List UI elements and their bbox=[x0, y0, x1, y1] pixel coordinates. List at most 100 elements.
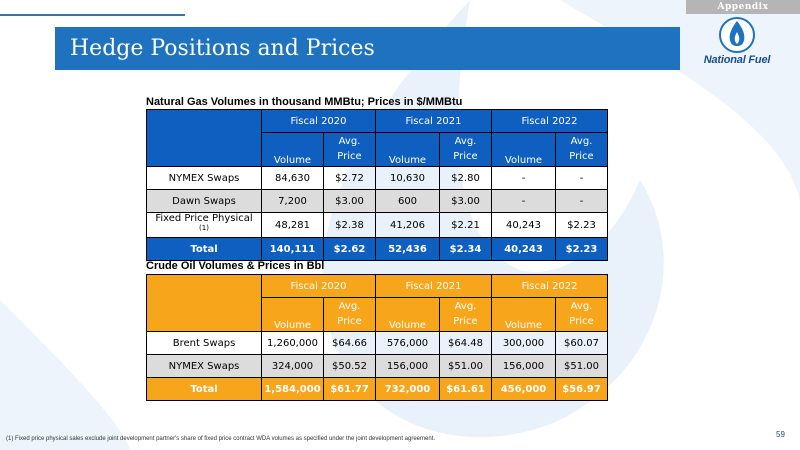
table-cell: $2.80 bbox=[439, 166, 492, 190]
oil-year-header: Fiscal 2020 bbox=[261, 274, 376, 298]
table-cell: $2.23 bbox=[555, 237, 608, 262]
table-cell: 576,000 bbox=[375, 331, 440, 355]
oil-price-header: Avg. Price bbox=[555, 297, 608, 332]
row-label: NYMEX Swaps bbox=[146, 354, 262, 378]
table-cell: - bbox=[491, 166, 556, 190]
page-title: Hedge Positions and Prices bbox=[70, 36, 375, 61]
table-cell: - bbox=[555, 189, 608, 213]
page-number: 59 bbox=[776, 430, 785, 439]
oil-volume-header: Volume bbox=[491, 297, 556, 332]
price-label: Price bbox=[337, 151, 362, 162]
price-label: Price bbox=[569, 151, 594, 162]
price-label: Price bbox=[569, 316, 594, 327]
footnote: (1) Fixed price physical sales exclude j… bbox=[6, 436, 436, 442]
footnote-marker: (1) bbox=[199, 224, 209, 232]
table-row: Dawn Swaps 7,200 $3.00 600 $3.00 - - bbox=[146, 189, 608, 213]
table-cell: $2.23 bbox=[555, 211, 608, 239]
gas-table-title: Natural Gas Volumes in thousand MMBtu; P… bbox=[146, 96, 463, 108]
price-label: Price bbox=[453, 316, 478, 327]
gas-price-header: Avg. Price bbox=[323, 132, 376, 167]
gas-year-header: Fiscal 2022 bbox=[491, 109, 608, 133]
gas-price-header: Avg. Price bbox=[555, 132, 608, 167]
gas-year-header: Fiscal 2020 bbox=[261, 109, 376, 133]
total-row: Total 140,111 $2.62 52,436 $2.34 40,243 … bbox=[146, 237, 608, 262]
table-row: NYMEX Swaps 84,630 $2.72 10,630 $2.80 - … bbox=[146, 166, 608, 190]
table-cell: 40,243 bbox=[491, 211, 556, 239]
table-cell: 732,000 bbox=[375, 377, 440, 401]
table-cell: $61.61 bbox=[439, 377, 492, 401]
gas-year-header: Fiscal 2021 bbox=[375, 109, 492, 133]
row-label: Dawn Swaps bbox=[146, 189, 262, 213]
appendix-tab: Appendix bbox=[686, 0, 800, 14]
oil-hedge-table: Fiscal 2020 Fiscal 2021 Fiscal 2022 Volu… bbox=[146, 274, 608, 401]
table-cell: $50.52 bbox=[323, 354, 376, 378]
table-cell: $2.21 bbox=[439, 211, 492, 239]
table-cell: $3.00 bbox=[439, 189, 492, 213]
oil-year-header: Fiscal 2022 bbox=[491, 274, 608, 298]
gas-year-header-row: Fiscal 2020 Fiscal 2021 Fiscal 2022 bbox=[146, 109, 608, 167]
table-cell: $3.00 bbox=[323, 189, 376, 213]
table-cell: 41,206 bbox=[375, 211, 440, 239]
table-cell: - bbox=[555, 166, 608, 190]
oil-price-header: Avg. Price bbox=[439, 297, 492, 332]
gas-volume-header: Volume bbox=[261, 132, 324, 167]
row-label: NYMEX Swaps bbox=[146, 166, 262, 190]
oil-year-header: Fiscal 2021 bbox=[375, 274, 492, 298]
table-cell: 84,630 bbox=[261, 166, 324, 190]
table-cell: $51.00 bbox=[555, 354, 608, 378]
oil-volume-header: Volume bbox=[261, 297, 324, 332]
table-cell: 1,260,000 bbox=[261, 331, 324, 355]
table-cell: 7,200 bbox=[261, 189, 324, 213]
table-cell: - bbox=[491, 189, 556, 213]
table-cell: 140,111 bbox=[261, 237, 324, 262]
table-cell: 156,000 bbox=[375, 354, 440, 378]
logo-text: National Fuel bbox=[703, 54, 771, 66]
oil-year-header-row: Fiscal 2020 Fiscal 2021 Fiscal 2022 bbox=[146, 274, 608, 332]
gas-hedge-table: Fiscal 2020 Fiscal 2021 Fiscal 2022 Volu… bbox=[146, 109, 608, 262]
flame-icon bbox=[719, 17, 755, 53]
table-cell: $2.72 bbox=[323, 166, 376, 190]
table-cell: $56.97 bbox=[555, 377, 608, 401]
top-accent-line bbox=[0, 14, 185, 16]
table-cell: $51.00 bbox=[439, 354, 492, 378]
row-label: Brent Swaps bbox=[146, 331, 262, 355]
table-cell: $2.62 bbox=[323, 237, 376, 262]
table-cell: $61.77 bbox=[323, 377, 376, 401]
table-cell: 156,000 bbox=[491, 354, 556, 378]
avg-label: Avg. bbox=[570, 301, 593, 312]
avg-label: Avg. bbox=[454, 301, 477, 312]
oil-volume-header: Volume bbox=[375, 297, 440, 332]
table-cell: $64.48 bbox=[439, 331, 492, 355]
table-cell: 52,436 bbox=[375, 237, 440, 262]
row-label-text: Fixed Price Physical bbox=[155, 213, 253, 224]
avg-label: Avg. bbox=[338, 301, 361, 312]
gas-volume-header: Volume bbox=[491, 132, 556, 167]
avg-label: Avg. bbox=[338, 136, 361, 147]
row-label: Total bbox=[146, 237, 262, 262]
avg-label: Avg. bbox=[454, 136, 477, 147]
oil-header-blank bbox=[146, 274, 262, 332]
company-logo: National Fuel bbox=[697, 16, 777, 76]
table-cell: $2.38 bbox=[323, 211, 376, 239]
table-row: Fixed Price Physical (1) 48,281 $2.38 41… bbox=[146, 211, 608, 239]
table-row: NYMEX Swaps 324,000 $50.52 156,000 $51.0… bbox=[146, 354, 608, 378]
title-bar: Hedge Positions and Prices bbox=[55, 27, 680, 70]
row-label: Total bbox=[146, 377, 262, 401]
table-cell: 600 bbox=[375, 189, 440, 213]
table-cell: $2.34 bbox=[439, 237, 492, 262]
table-cell: 456,000 bbox=[491, 377, 556, 401]
table-cell: 48,281 bbox=[261, 211, 324, 239]
table-cell: 10,630 bbox=[375, 166, 440, 190]
oil-price-header: Avg. Price bbox=[323, 297, 376, 332]
avg-label: Avg. bbox=[570, 136, 593, 147]
gas-volume-header: Volume bbox=[375, 132, 440, 167]
table-cell: 324,000 bbox=[261, 354, 324, 378]
price-label: Price bbox=[337, 316, 362, 327]
row-label: Fixed Price Physical (1) bbox=[146, 211, 262, 239]
gas-header-blank bbox=[146, 109, 262, 167]
oil-table-title: Crude Oil Volumes & Prices in Bbl bbox=[146, 260, 325, 272]
table-row: Brent Swaps 1,260,000 $64.66 576,000 $64… bbox=[146, 331, 608, 355]
table-cell: 300,000 bbox=[491, 331, 556, 355]
gas-price-header: Avg. Price bbox=[439, 132, 492, 167]
table-cell: $64.66 bbox=[323, 331, 376, 355]
